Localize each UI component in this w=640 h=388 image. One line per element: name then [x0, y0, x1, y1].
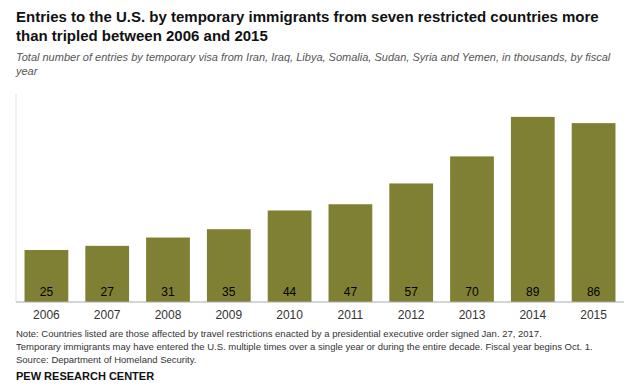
- labels: 25 2006 27 2007 31 2008 35 2009 44 2010 47 2011 57 20…: [33, 285, 607, 322]
- data-label: 86: [587, 285, 601, 299]
- data-label: 31: [161, 285, 175, 299]
- x-tick-label: 2010: [276, 308, 303, 322]
- bar: [450, 156, 494, 302]
- y-axis-line: [16, 94, 17, 302]
- bar: [329, 204, 373, 302]
- data-label: 27: [101, 285, 115, 299]
- x-tick-label: 2013: [459, 308, 486, 322]
- bar: [25, 250, 69, 302]
- bar: [389, 183, 433, 302]
- bar: [207, 229, 251, 302]
- x-tick-label: 2012: [398, 308, 425, 322]
- source-label: PEW RESEARCH CENTER: [16, 370, 154, 382]
- bars: [25, 117, 616, 302]
- note: Source: Department of Homeland Security.: [16, 354, 196, 365]
- data-label: 25: [40, 285, 54, 299]
- note: Note: Countries listed are those affecte…: [16, 328, 542, 339]
- x-tick-label: 2007: [94, 308, 121, 322]
- subtitle: Total number of entries by temporary vis…: [15, 51, 611, 77]
- header: Entries to the U.S. by temporary immigra…: [15, 8, 611, 77]
- bar: [146, 238, 190, 302]
- bar: [268, 210, 312, 302]
- data-label: 89: [526, 285, 540, 299]
- data-label: 35: [222, 285, 236, 299]
- footer: Note: Countries listed are those affecte…: [16, 328, 593, 382]
- chart: Entries to the U.S. by temporary immigra…: [0, 0, 640, 388]
- data-label: 70: [465, 285, 479, 299]
- x-axis-line: [16, 302, 624, 303]
- note: Temporary immigrants may have entered th…: [16, 341, 593, 352]
- title: Entries to the U.S. by temporary immigra…: [16, 8, 599, 44]
- x-tick-label: 2014: [519, 308, 546, 322]
- x-tick-label: 2015: [580, 308, 607, 322]
- data-label: 47: [344, 285, 358, 299]
- x-tick-label: 2008: [155, 308, 182, 322]
- bar: [572, 123, 616, 302]
- x-tick-label: 2011: [337, 308, 363, 322]
- data-label: 44: [283, 285, 297, 299]
- x-tick-label: 2009: [215, 308, 242, 322]
- bar: [511, 117, 555, 302]
- x-tick-label: 2006: [33, 308, 60, 322]
- data-label: 57: [405, 285, 419, 299]
- bar: [85, 246, 129, 302]
